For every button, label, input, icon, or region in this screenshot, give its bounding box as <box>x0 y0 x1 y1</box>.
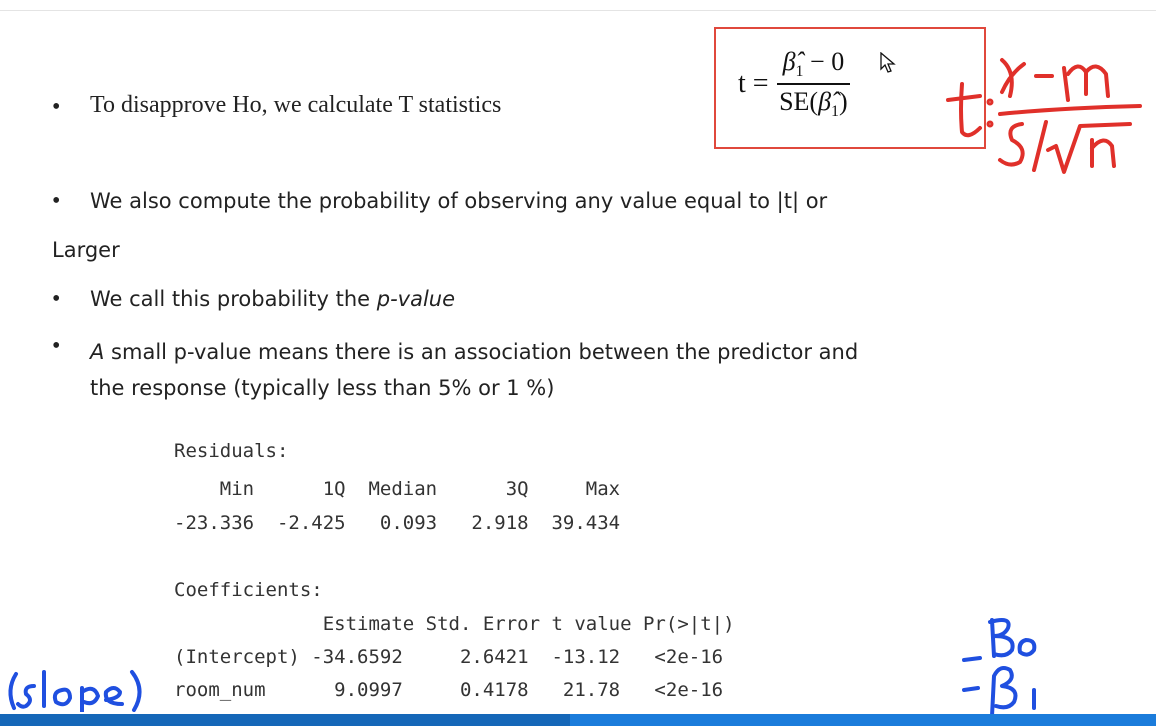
formula-fraction: β̂1 − 0 SE(β̂1) <box>776 47 851 121</box>
coefficients-row-intercept: (Intercept) -34.6592 2.6421 -13.12 <2e-1… <box>174 646 724 668</box>
bullet-small-pvalue: • A small p-value means there is an asso… <box>52 331 858 406</box>
continuation-text: Larger <box>52 238 120 262</box>
coefficients-title: Coefficients: <box>174 579 323 601</box>
residuals-header: Min 1Q Median 3Q Max <box>174 478 621 500</box>
handwritten-t-formula <box>946 58 1142 174</box>
bullet-dot: • <box>52 188 61 214</box>
formula-lhs: t = <box>738 67 769 99</box>
bullet-t-statistic: • To disapprove Ho, we calculate T stati… <box>52 92 501 122</box>
bullet-dot: • <box>52 286 61 312</box>
bullet-text: We call this probability the p-value <box>90 287 456 311</box>
coefficients-header: Estimate Std. Error t value Pr(>|t|) <box>174 613 735 635</box>
mouse-cursor-icon <box>880 52 896 73</box>
bullet-dot: • <box>52 333 61 359</box>
bullet-text: We also compute the probability of obser… <box>90 189 828 213</box>
formula-numerator: β̂1 − 0 <box>782 47 845 81</box>
t-statistic-formula-box: t = β̂1 − 0 SE(β̂1) <box>714 27 986 149</box>
residuals-title: Residuals: <box>174 440 289 462</box>
taskbar-active-segment <box>0 714 570 726</box>
residuals-values: -23.336 -2.425 0.093 2.918 39.434 <box>174 512 621 534</box>
handwritten-beta-labels <box>962 618 1037 718</box>
bullet-dot: • <box>52 94 61 120</box>
bullet-probability: • We also compute the probability of obs… <box>52 186 827 216</box>
bullet-text: A small p-value means there is an associ… <box>90 340 859 400</box>
top-divider <box>0 10 1156 11</box>
taskbar <box>0 714 1156 726</box>
bullet-text: To disapprove Ho, we calculate T statist… <box>90 92 502 118</box>
bullet-pvalue: • We call this probability the p-value <box>52 284 455 314</box>
fraction-bar <box>776 83 851 85</box>
formula-denominator: SE(β̂1) <box>779 86 848 120</box>
coefficients-row-room-num: room_num 9.0997 0.4178 21.78 <2e-16 <box>174 679 724 701</box>
t-statistic-formula: t = β̂1 − 0 SE(β̂1) <box>738 47 851 121</box>
handwritten-slope-label <box>8 670 142 712</box>
